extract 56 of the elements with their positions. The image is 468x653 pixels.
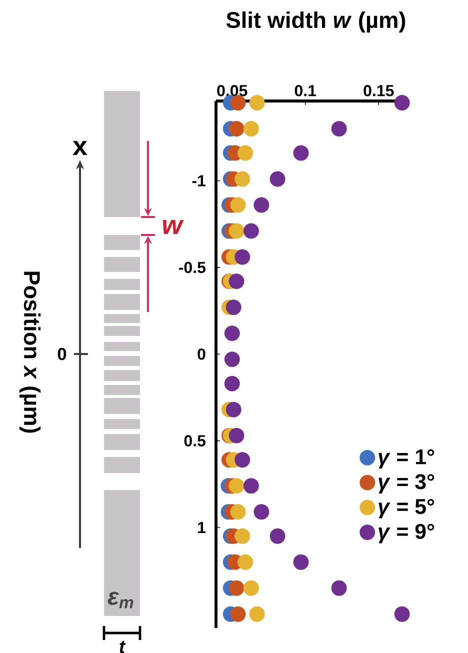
- point: [230, 95, 246, 110]
- point: [228, 274, 244, 290]
- point: [243, 580, 259, 596]
- point: [228, 121, 244, 136]
- point: [293, 554, 309, 570]
- point: [228, 478, 244, 494]
- point: [254, 197, 270, 213]
- point: [249, 95, 265, 110]
- x-tick-label: 0.1: [294, 84, 316, 96]
- point: [228, 428, 244, 444]
- text: ε$_{m}$: [108, 592, 134, 608]
- point: [234, 528, 250, 544]
- point: [243, 223, 259, 239]
- point: [293, 145, 309, 161]
- point: [224, 352, 240, 368]
- point: [230, 197, 246, 213]
- y-tick-label: -0.5: [179, 262, 206, 274]
- point: [243, 121, 259, 136]
- text: t: [120, 640, 126, 653]
- legend-label: γ = 5°: [378, 499, 434, 518]
- x-axis-title: Slit width w (µm): [226, 11, 406, 33]
- point: [234, 452, 250, 468]
- point: [254, 504, 270, 520]
- y-tick-label: 1: [198, 522, 206, 533]
- y-tick-label: -1: [192, 175, 206, 186]
- point: [394, 95, 410, 110]
- point: [238, 145, 254, 161]
- point: [331, 580, 347, 596]
- point: [228, 580, 244, 596]
- point: [224, 376, 240, 392]
- legend-label: γ = 3°: [378, 474, 434, 494]
- point: [238, 554, 254, 570]
- point: [331, 121, 347, 136]
- point: [226, 402, 242, 418]
- point: [226, 300, 242, 316]
- point: [234, 171, 250, 187]
- legend-label: γ = 1°: [378, 449, 434, 469]
- point: [234, 249, 250, 265]
- point: [224, 326, 240, 342]
- y-tick-label: 0.5: [184, 435, 206, 446]
- point: [270, 171, 286, 187]
- x-tick-label: 0.05: [217, 84, 248, 96]
- legend-label: γ = 9°: [378, 524, 434, 544]
- point: [243, 478, 259, 494]
- text: Position x (µm): [19, 272, 41, 433]
- point: [228, 223, 244, 239]
- text: w: [162, 220, 184, 234]
- point: [394, 606, 410, 622]
- point: [249, 606, 265, 622]
- x-tick-label: 0.15: [364, 84, 394, 96]
- point: [230, 504, 246, 520]
- point: [230, 606, 246, 622]
- text: x: [72, 140, 88, 156]
- text: 0: [58, 348, 66, 360]
- point: [270, 528, 286, 544]
- y-tick-label: 0: [198, 348, 206, 360]
